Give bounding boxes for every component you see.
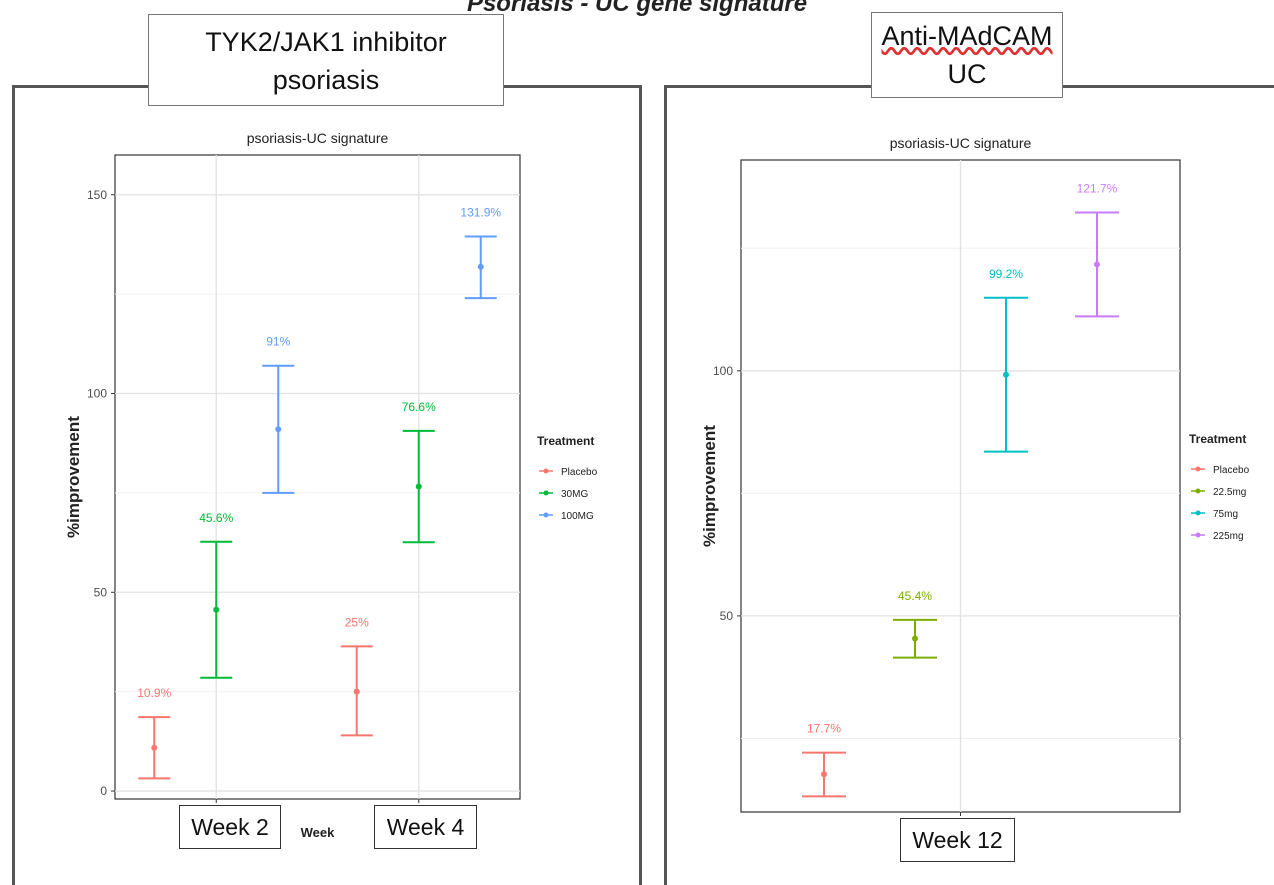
legend-key-point	[1195, 510, 1201, 516]
data-point	[353, 688, 360, 695]
y-tick-label: 150	[87, 188, 107, 202]
data-label: 131.9%	[460, 205, 501, 219]
y-tick-label: 100	[87, 387, 107, 401]
right-tag-line-2: UC	[947, 59, 987, 89]
data-label: 25%	[345, 615, 369, 629]
x-axis-label: Week	[301, 825, 335, 840]
legend-label: 75mg	[1213, 509, 1238, 520]
data-label: 10.9%	[137, 686, 171, 700]
right-tag-line-1: Anti-MAdCAM	[872, 17, 1062, 55]
figure-title: Psoriasis - UC gene signature	[466, 0, 808, 17]
week-12-label: Week 12	[900, 818, 1015, 862]
right-panel-tag: Anti-MAdCAM UC	[871, 12, 1063, 98]
data-label: 45.4%	[898, 589, 932, 603]
left-tag-line-1: TYK2/JAK1 inhibitor	[205, 27, 447, 57]
y-tick-label: 100	[713, 364, 733, 378]
data-point	[912, 635, 918, 642]
data-point	[151, 744, 158, 751]
right-chart: 50 100 17.7% 45.4% 99.2% 121.7% psoriasis-UC s…	[700, 135, 1250, 816]
legend-key-point	[543, 490, 549, 496]
data-label: 45.6%	[199, 511, 233, 525]
data-point	[1094, 261, 1100, 268]
legend-label: Placebo	[561, 467, 598, 478]
data-point	[415, 483, 422, 490]
legend-label: Placebo	[1213, 465, 1250, 476]
data-point	[1003, 371, 1009, 378]
y-tick-label: 50	[94, 585, 108, 599]
data-label: 76.6%	[402, 400, 436, 414]
left-panel-tag: TYK2/JAK1 inhibitor psoriasis	[148, 14, 504, 106]
legend-key-point	[543, 512, 549, 518]
legend-label: 225mg	[1213, 531, 1244, 542]
data-point	[477, 263, 484, 270]
chart-title: psoriasis-UC signature	[247, 130, 389, 146]
y-tick-label: 0	[100, 784, 107, 798]
legend-key-point	[1195, 488, 1201, 494]
left-chart: 0 50 100 150 10.9% 25% 45.6% 76.6% 91% 131.9% psor…	[64, 130, 598, 840]
chart-title: psoriasis-UC signature	[890, 135, 1032, 151]
data-point	[213, 606, 220, 613]
legend-key-point	[543, 468, 549, 474]
y-axis-label: %improvement	[700, 425, 719, 547]
data-point	[821, 771, 827, 778]
plot-panel	[114, 154, 521, 800]
legend-label: 22.5mg	[1213, 487, 1246, 498]
data-label: 91%	[266, 335, 290, 349]
legend-title: Treatment	[537, 434, 594, 448]
legend-key-point	[1195, 466, 1201, 472]
week-4-label: Week 4	[374, 805, 477, 849]
data-label: 99.2%	[989, 267, 1023, 281]
legend-key-point	[1195, 532, 1201, 538]
week-2-label: Week 2	[179, 805, 281, 849]
y-axis-label: %improvement	[64, 416, 83, 538]
right-tag-text: Anti-MAdCAM	[881, 21, 1053, 51]
data-label: 17.7%	[807, 722, 841, 736]
y-tick-label: 50	[720, 609, 734, 623]
left-tag-line-2: psoriasis	[272, 65, 380, 95]
data-label: 121.7%	[1077, 181, 1118, 195]
data-point	[275, 426, 282, 433]
legend-label: 30MG	[561, 489, 588, 500]
legend-label: 100MG	[561, 511, 594, 522]
legend-title: Treatment	[1189, 432, 1246, 446]
